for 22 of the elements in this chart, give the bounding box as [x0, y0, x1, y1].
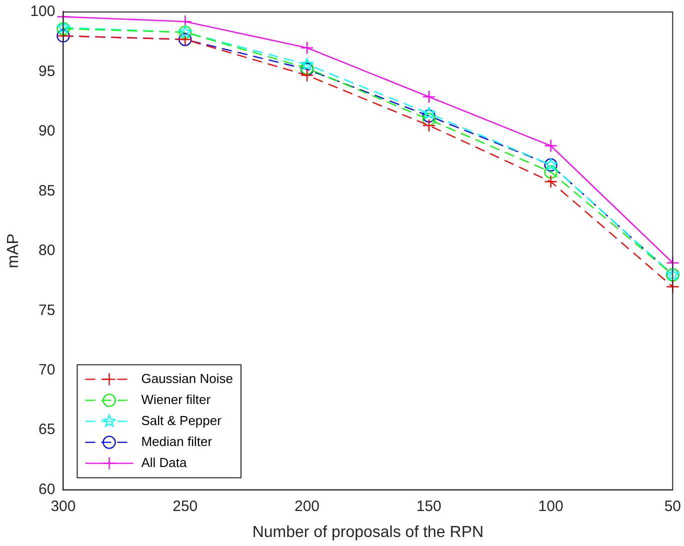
y-tick-label: 70 [38, 361, 56, 378]
legend-label: Wiener filter [141, 392, 212, 407]
y-tick-label: 85 [38, 182, 56, 200]
legend-label: All Data [141, 454, 188, 470]
legend-label: Median filter [141, 434, 213, 449]
x-tick-label: 100 [538, 498, 564, 515]
x-tick-label: 150 [416, 498, 442, 515]
x-tick-label: 250 [172, 498, 198, 515]
y-tick-label: 60 [38, 480, 56, 498]
y-tick-label: 95 [38, 62, 56, 80]
x-tick-label: 50 [664, 498, 681, 515]
legend-label: Gaussian Noise [141, 370, 234, 386]
y-tick-label: 80 [38, 242, 56, 260]
x-tick-label: 200 [294, 498, 320, 515]
y-tick-label: 100 [30, 3, 56, 20]
y-axis-title: mAP [5, 234, 22, 268]
y-tick-label: 75 [38, 302, 56, 319]
x-tick-label: 300 [50, 498, 76, 515]
y-tick-label: 65 [38, 421, 56, 438]
legend-label: Salt & Pepper [141, 412, 222, 428]
y-tick-label: 90 [38, 122, 56, 140]
x-axis-title: Number of proposals of the RPN [252, 524, 484, 541]
